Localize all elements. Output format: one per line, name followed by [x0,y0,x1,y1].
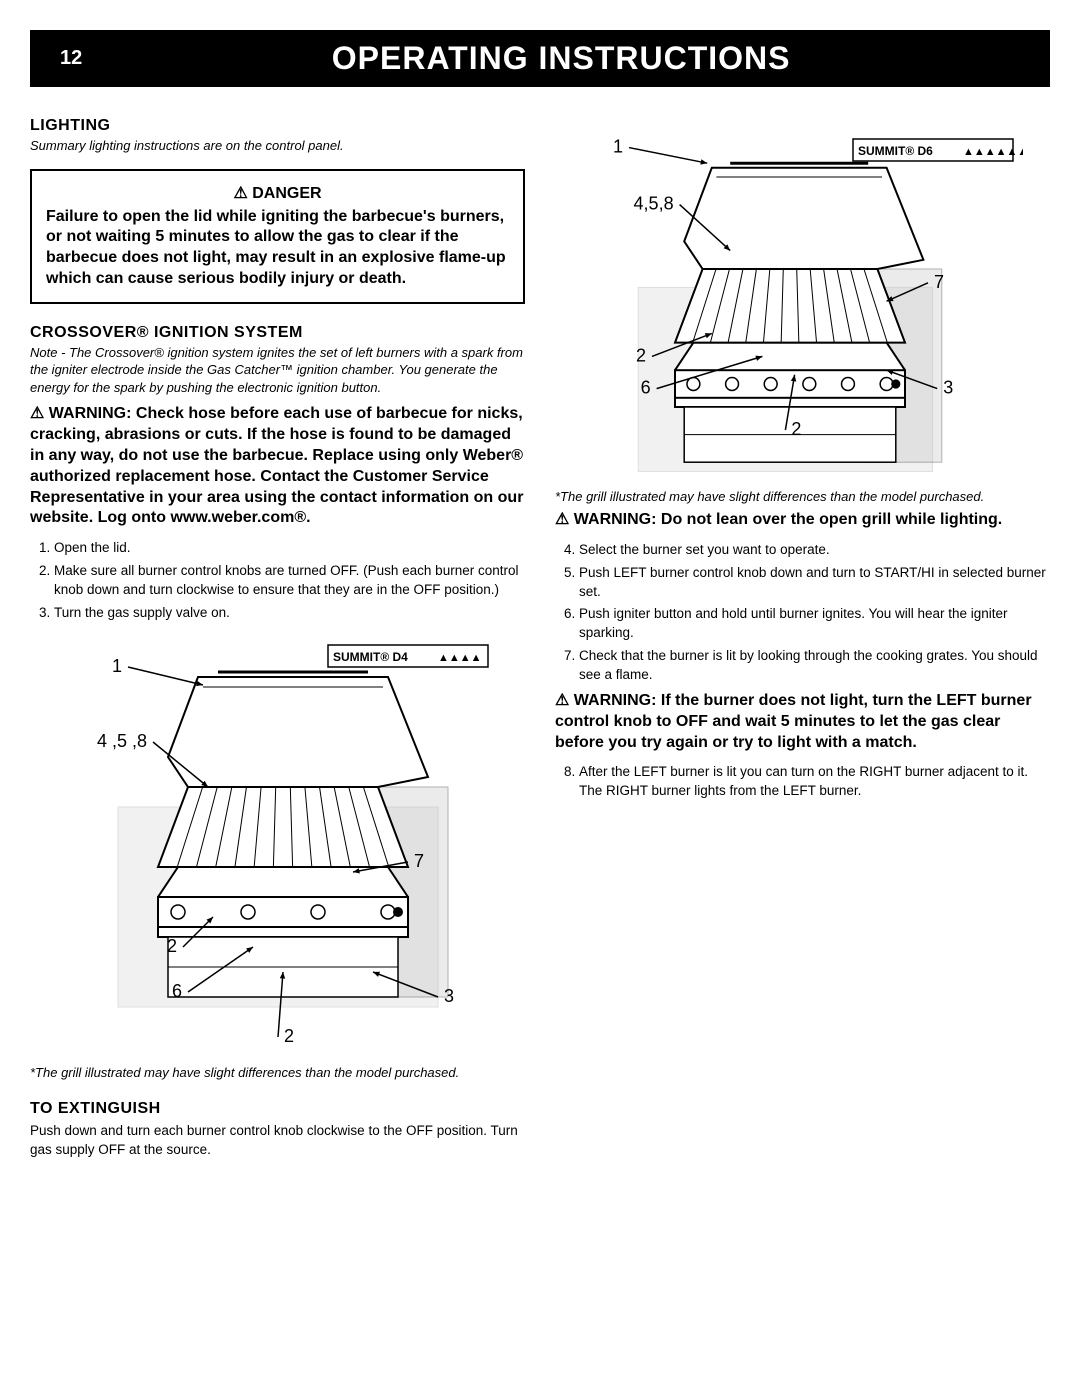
extinguish-heading: TO EXTINGUISH [30,1100,525,1118]
list-item: Select the burner set you want to operat… [579,541,1050,560]
grill-diagram-d6: SUMMIT® D6 ▲▲▲▲▲▲ 1 4,5,8 7 2 6 3 2 [583,131,1023,481]
svg-text:7: 7 [414,851,424,871]
lighting-note: Summary lighting instructions are on the… [30,137,525,155]
diagram-d6-wrap: SUMMIT® D6 ▲▲▲▲▲▲ 1 4,5,8 7 2 6 3 2 [555,131,1050,481]
danger-title: ⚠ DANGER [46,183,509,203]
diagram-d4-wrap: SUMMIT® D4 ▲▲▲▲ 1 4 ,5 ,8 7 2 6 3 2 [30,637,525,1057]
lean-warning: ⚠ WARNING: Do not lean over the open gri… [555,510,1050,531]
svg-text:4,5,8: 4,5,8 [633,194,673,214]
svg-text:2: 2 [166,936,176,956]
list-item: Turn the gas supply valve on. [54,604,525,623]
list-item: Make sure all burner control knobs are t… [54,562,525,600]
list-item: After the LEFT burner is lit you can tur… [579,763,1050,801]
right-steps-a: Select the burner set you want to operat… [555,541,1050,685]
svg-text:3: 3 [444,986,454,1006]
page-title: OPERATING INSTRUCTIONS [102,40,1020,77]
list-item: Push LEFT burner control knob down and t… [579,564,1050,602]
svg-text:1: 1 [612,137,622,157]
header-bar: 12 OPERATING INSTRUCTIONS [30,30,1050,87]
svg-text:3: 3 [943,378,953,398]
svg-text:2: 2 [284,1026,294,1046]
svg-text:7: 7 [934,272,944,292]
crossover-warning: ⚠ WARNING: Check hose before each use of… [30,404,525,529]
svg-text:6: 6 [171,981,181,1001]
mid-warning: ⚠ WARNING: If the burner does not light,… [555,691,1050,753]
right-steps-b: After the LEFT burner is lit you can tur… [555,763,1050,801]
svg-text:6: 6 [640,378,650,398]
crossover-note: Note - The Crossover® ignition system ig… [30,344,525,397]
crossover-heading: CROSSOVER® IGNITION SYSTEM [30,324,525,342]
left-column: LIGHTING Summary lighting instructions a… [30,117,525,1164]
svg-text:SUMMIT® D6: SUMMIT® D6 [858,144,933,158]
grill-diagram-d4: SUMMIT® D4 ▲▲▲▲ 1 4 ,5 ,8 7 2 6 3 2 [58,637,498,1057]
svg-text:1: 1 [111,656,121,676]
page-number: 12 [60,47,82,70]
extinguish-text: Push down and turn each burner control k… [30,1122,525,1160]
svg-text:4 ,5 ,8: 4 ,5 ,8 [96,731,146,751]
svg-text:2: 2 [635,345,645,365]
d6-caption: *The grill illustrated may have slight d… [555,489,1050,504]
svg-text:▲▲▲▲▲▲: ▲▲▲▲▲▲ [963,146,1023,158]
danger-box: ⚠ DANGER Failure to open the lid while i… [30,169,525,304]
content-columns: LIGHTING Summary lighting instructions a… [0,87,1080,1194]
svg-text:SUMMIT® D4: SUMMIT® D4 [333,650,408,664]
list-item: Open the lid. [54,539,525,558]
danger-text: Failure to open the lid while igniting t… [46,207,509,290]
left-steps: Open the lid. Make sure all burner contr… [30,539,525,623]
svg-text:2: 2 [791,419,801,439]
right-column: SUMMIT® D6 ▲▲▲▲▲▲ 1 4,5,8 7 2 6 3 2 *The grill … [555,117,1050,1164]
list-item: Check that the burner is lit by looking … [579,647,1050,685]
list-item: Push igniter button and hold until burne… [579,605,1050,643]
lighting-heading: LIGHTING [30,117,525,135]
d4-caption: *The grill illustrated may have slight d… [30,1065,525,1080]
svg-text:▲▲▲▲: ▲▲▲▲ [438,652,482,664]
